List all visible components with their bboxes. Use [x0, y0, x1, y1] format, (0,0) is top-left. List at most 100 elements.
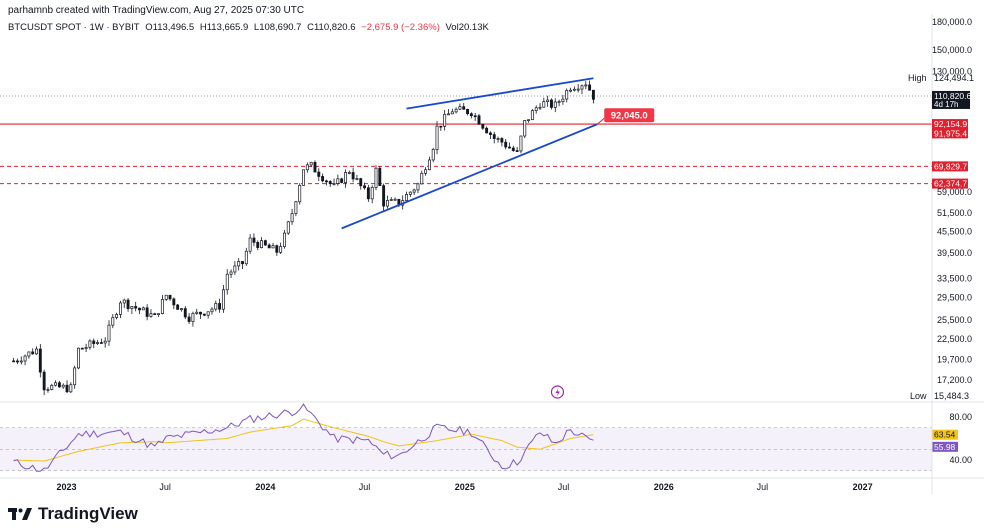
ohlc-close: C110,820.6	[307, 22, 356, 33]
symbol-name[interactable]: BTCUSDT SPOT · 1W · BYBIT	[8, 22, 140, 33]
candle-down	[134, 306, 138, 309]
candle-up	[424, 169, 428, 174]
candle-up	[416, 183, 420, 191]
level-price-label: 92,154.9	[934, 119, 967, 129]
candle-down	[588, 84, 592, 91]
candle-down	[153, 313, 157, 316]
candle-up	[244, 250, 248, 265]
candle-down	[328, 181, 332, 184]
y-tick-label: 22,500.0	[937, 334, 972, 344]
candle-up	[584, 84, 588, 87]
x-tick-label: 2025	[455, 482, 475, 492]
candle-up	[111, 317, 115, 326]
candle-down	[378, 167, 382, 186]
x-tick-label: Jul	[757, 482, 769, 492]
tradingview-logo[interactable]: TradingView	[8, 504, 138, 524]
trendline-upper[interactable]	[406, 77, 594, 110]
y-tick-label: 51,500.0	[937, 208, 972, 218]
candle-up	[248, 237, 252, 252]
candle-down	[340, 178, 344, 183]
candle-down	[488, 132, 492, 135]
candle-down	[382, 185, 386, 207]
rsi-line	[13, 403, 594, 472]
candle-up	[450, 111, 454, 115]
candle-up	[214, 303, 218, 310]
candle-up	[519, 135, 523, 152]
level-price-label: 91,975.4	[934, 128, 967, 138]
candle-up	[221, 289, 225, 310]
candle-up	[233, 265, 237, 273]
high-value: 124,494.1	[934, 73, 974, 83]
candle-up	[580, 85, 584, 90]
candle-down	[172, 298, 176, 306]
candle-up	[157, 313, 161, 315]
candle-down	[92, 340, 96, 344]
candle-up	[260, 240, 264, 248]
candle-up	[523, 119, 527, 137]
candle-down	[317, 171, 321, 177]
x-tick-label: 2027	[853, 482, 873, 492]
high-label: High	[908, 73, 927, 83]
candle-down	[99, 342, 103, 344]
rsi-tick-label: 80.00	[949, 412, 972, 422]
candle-down	[31, 351, 35, 355]
candle-down	[267, 244, 271, 249]
candle-down	[12, 360, 16, 363]
candle-up	[427, 159, 431, 171]
candle-down	[183, 308, 187, 318]
candle-down	[263, 240, 267, 246]
candle-down	[439, 125, 443, 128]
y-tick-label: 25,500.0	[937, 315, 972, 325]
last-price-label: 110,820.6	[934, 91, 971, 101]
candle-up	[164, 294, 168, 300]
x-tick-label: Jul	[359, 482, 371, 492]
candle-down	[504, 141, 508, 148]
candle-down	[80, 347, 84, 350]
candle-up	[286, 221, 290, 234]
candle-up	[336, 178, 340, 184]
candle-up	[23, 355, 27, 362]
candle-down	[508, 146, 511, 149]
y-tick-label: 150,000.0	[932, 45, 972, 55]
candle-up	[572, 88, 576, 91]
candle-down	[363, 185, 367, 189]
callout-pointer	[596, 117, 605, 125]
candle-down	[515, 150, 519, 152]
x-tick-label: 2026	[654, 482, 674, 492]
candle-up	[225, 273, 229, 291]
candle-up	[118, 302, 122, 315]
candle-down	[481, 123, 485, 129]
candle-up	[458, 106, 462, 110]
candle-down	[138, 307, 141, 311]
candle-up	[122, 299, 126, 304]
candle-up	[355, 178, 359, 180]
level-price-tag	[932, 161, 968, 172]
candle-down	[145, 307, 149, 317]
candle-up	[370, 187, 374, 200]
level-price-tag	[932, 178, 968, 189]
candle-up	[237, 261, 241, 267]
candle-up	[160, 299, 164, 314]
y-tick-label: 17,200.0	[937, 375, 972, 385]
candle-up	[561, 98, 565, 102]
candle-down	[126, 299, 130, 309]
candle-up	[389, 199, 393, 201]
candle-up	[271, 245, 275, 249]
candle-down	[176, 304, 180, 310]
trendline-lower[interactable]	[341, 123, 598, 230]
candle-down	[500, 138, 504, 143]
candle-up	[283, 232, 286, 247]
candle-up	[347, 172, 351, 174]
candle-up	[534, 107, 538, 112]
candle-up	[496, 138, 500, 140]
candle-up	[542, 101, 546, 108]
candle-up	[46, 389, 50, 391]
candle-up	[50, 384, 54, 390]
volume-value: Vol20.13K	[445, 22, 489, 33]
candle-down	[492, 134, 496, 139]
candle-up	[88, 340, 92, 348]
candle-up	[344, 172, 347, 183]
candle-up	[107, 324, 111, 342]
candle-up	[405, 194, 408, 201]
